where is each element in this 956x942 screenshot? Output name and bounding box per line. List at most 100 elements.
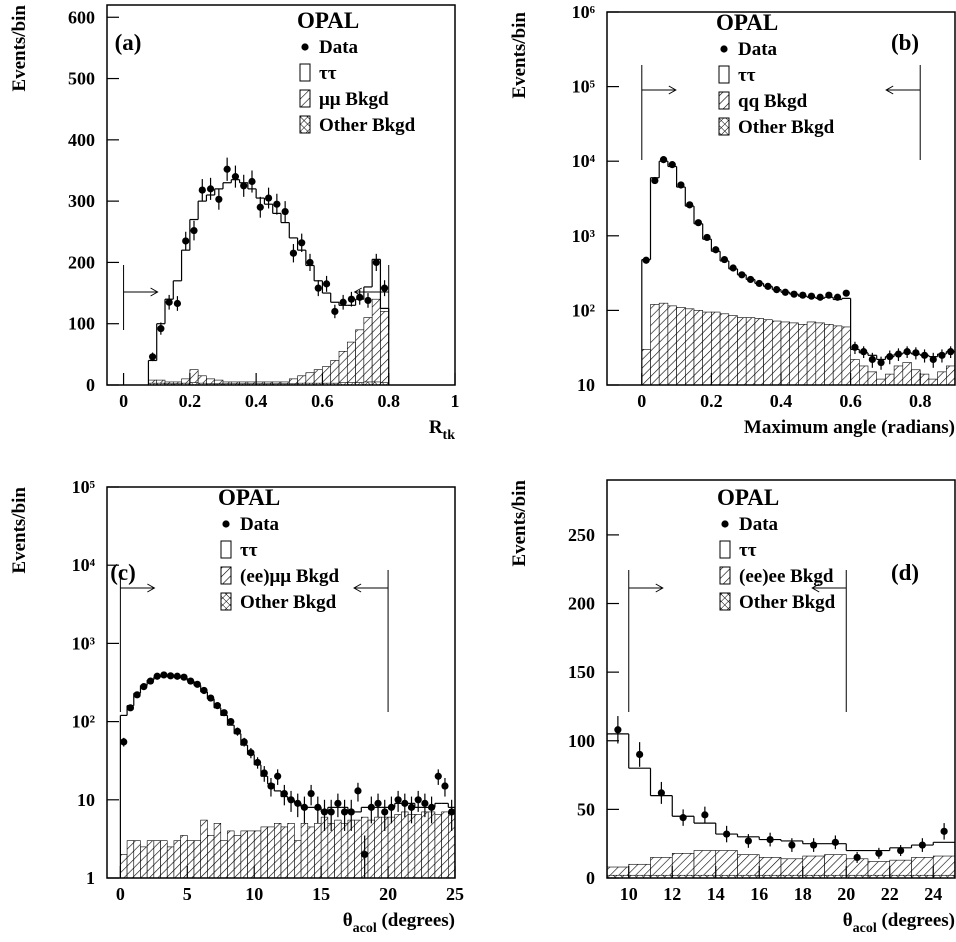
data-point — [247, 749, 255, 757]
background-bin — [745, 317, 756, 385]
data-point — [231, 173, 240, 181]
frame — [106, 486, 456, 879]
data-point — [912, 349, 920, 357]
data-point — [729, 264, 737, 272]
background-bin — [945, 365, 955, 385]
legend-marker — [220, 540, 232, 559]
y-tick-label: 50 — [577, 799, 595, 819]
background-bin — [932, 855, 955, 878]
background-bin — [363, 317, 373, 385]
background-bin — [338, 350, 348, 385]
y-tick-label: 150 — [568, 662, 595, 682]
background-bin — [407, 877, 416, 878]
legend-label: Data — [738, 39, 778, 60]
background-bin — [180, 835, 188, 878]
data-point — [198, 186, 206, 194]
x-axis-title-main: θ — [843, 910, 853, 931]
background-bin — [300, 823, 309, 878]
y-axis-title: Events/bin — [509, 12, 530, 99]
cut-arrow-head — [147, 583, 156, 593]
data-point — [220, 709, 228, 717]
x-tick-label: 0 — [116, 884, 125, 904]
background-bin — [684, 384, 695, 385]
data-point — [701, 811, 709, 819]
background-bin — [858, 365, 869, 385]
background-bin — [650, 857, 673, 878]
data-point — [300, 803, 309, 811]
background-bin — [126, 840, 135, 878]
background-bin — [347, 877, 355, 878]
data-point — [831, 838, 839, 846]
data-point — [668, 161, 676, 169]
background-bin — [667, 384, 677, 385]
background-bin — [133, 877, 141, 878]
x-axis-title: θacol (degrees) — [343, 910, 455, 936]
background-bin — [937, 371, 947, 385]
background-bin — [684, 308, 695, 385]
x-tick-label: 0.8 — [377, 391, 400, 411]
background-bin — [313, 369, 323, 385]
x-axis-title: θacol (degrees) — [843, 910, 955, 936]
data-point — [364, 296, 372, 305]
background-bin — [240, 830, 248, 878]
background-bin — [213, 877, 222, 878]
legend-label: ττ — [739, 540, 757, 561]
plot-area — [607, 716, 955, 878]
background-bin — [719, 313, 730, 385]
background-bin — [294, 840, 302, 878]
background-bin — [371, 298, 381, 385]
data-point — [339, 298, 347, 306]
data-point — [810, 841, 818, 849]
background-bin — [893, 365, 904, 385]
background-bin — [300, 877, 309, 878]
y-tick-label: 10⁴ — [572, 151, 596, 171]
data-point — [190, 226, 198, 235]
x-tick-label: 0.8 — [909, 391, 932, 411]
y-tick-label: 250 — [568, 525, 595, 545]
background-bin — [754, 318, 764, 385]
cut-arrow-head — [668, 85, 677, 95]
data-point — [180, 673, 188, 681]
legend-marker — [718, 65, 730, 84]
data-point — [833, 293, 842, 301]
background-bin — [401, 877, 409, 878]
legend-label: Data — [739, 514, 779, 535]
data-point — [642, 256, 650, 264]
background-bin — [763, 319, 773, 385]
background-bin — [160, 840, 168, 878]
plot-area — [119, 671, 455, 878]
background-bin — [227, 877, 235, 878]
background-bin — [728, 384, 738, 385]
background-bin — [327, 823, 335, 878]
data-point — [659, 156, 668, 164]
data-point — [679, 814, 687, 822]
data-point — [260, 769, 268, 777]
data-point — [182, 237, 190, 245]
data-point — [281, 207, 289, 216]
data-point — [327, 808, 335, 816]
legend-marker — [719, 592, 731, 611]
data-point — [657, 789, 665, 797]
background-bin — [367, 877, 375, 878]
data-point — [427, 803, 436, 811]
background-bin — [330, 360, 340, 385]
data-point — [918, 841, 926, 849]
background-bin — [407, 814, 416, 878]
data-point — [387, 803, 396, 811]
background-bin — [641, 349, 651, 385]
legend-marker — [220, 592, 232, 611]
x-tick-label: 10 — [620, 884, 638, 904]
data-point — [877, 358, 885, 367]
plot-area — [147, 157, 390, 385]
legend-marker — [719, 566, 731, 585]
legend-marker — [220, 566, 232, 585]
background-bin — [340, 823, 349, 878]
panel-label: (b) — [891, 30, 919, 55]
panel-label: (d) — [891, 560, 919, 585]
background-bin — [737, 317, 747, 385]
x-tick-label: 10 — [245, 884, 263, 904]
background-bin — [220, 840, 228, 878]
y-tick-label: 10³ — [72, 633, 96, 653]
background-bin — [140, 846, 148, 878]
x-tick-label: 22 — [881, 884, 899, 904]
